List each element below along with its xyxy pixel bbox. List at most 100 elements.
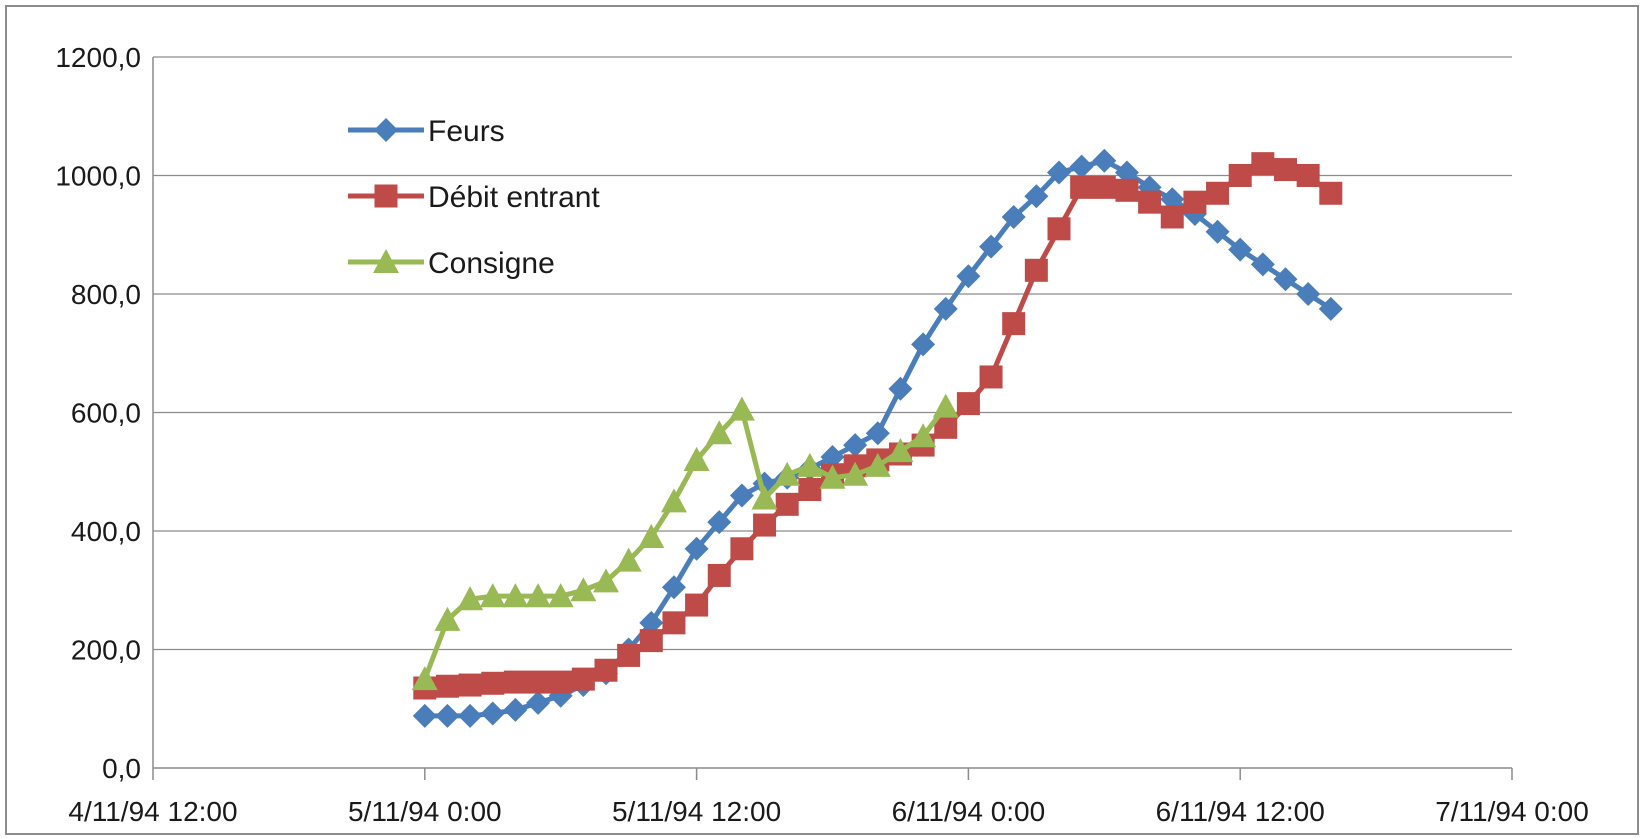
series-triangle	[411, 393, 959, 691]
data-point	[458, 673, 482, 697]
y-tick-label: 200,0	[71, 635, 141, 666]
data-point	[932, 393, 959, 418]
data-point	[1115, 178, 1139, 202]
data-point	[798, 478, 822, 502]
data-point	[525, 583, 552, 608]
data-point	[1001, 204, 1026, 229]
data-point	[458, 703, 483, 728]
data-point	[1114, 160, 1139, 185]
data-point	[457, 586, 484, 611]
data-point	[1069, 154, 1094, 179]
data-point	[571, 667, 595, 691]
data-point	[1092, 175, 1116, 199]
data-point	[1319, 181, 1343, 205]
legend-label: Feurs	[428, 115, 505, 148]
data-point	[730, 537, 754, 561]
data-point	[1002, 312, 1026, 336]
gridlines	[153, 56, 1512, 651]
data-point	[1070, 175, 1094, 199]
data-point	[435, 703, 460, 728]
data-point	[775, 492, 799, 516]
y-tick-label: 1000,0	[55, 161, 141, 192]
x-tick-label: 6/11/94 0:00	[892, 796, 1046, 827]
data-point	[887, 438, 914, 463]
data-point	[1206, 181, 1230, 205]
data-point	[864, 452, 891, 477]
data-point	[617, 643, 641, 667]
data-point	[842, 461, 869, 486]
data-point	[1138, 190, 1162, 214]
data-point	[435, 674, 459, 698]
data-point	[1251, 152, 1275, 176]
data-point	[774, 461, 801, 486]
data-point	[547, 583, 574, 608]
data-point	[1296, 282, 1321, 306]
data-point	[796, 452, 823, 477]
data-point	[1160, 205, 1184, 229]
data-point	[1047, 217, 1071, 241]
data-point	[412, 703, 437, 728]
data-point	[706, 420, 733, 445]
data-point	[411, 666, 438, 691]
y-tick-label: 600,0	[71, 398, 141, 429]
legend-marker	[374, 118, 398, 142]
data-point	[1318, 296, 1343, 321]
data-point	[888, 376, 913, 401]
data-point	[1047, 160, 1071, 185]
data-point	[753, 513, 777, 537]
x-tick-label: 5/11/94 12:00	[612, 796, 781, 827]
legend: Feurs Débit entrant Consigne	[348, 115, 600, 280]
data-point	[1024, 258, 1048, 282]
data-point	[933, 296, 958, 321]
data-point	[819, 464, 846, 489]
series-layer	[411, 148, 1343, 728]
legend-marker	[373, 249, 399, 274]
data-point	[661, 575, 686, 600]
data-point	[1024, 184, 1049, 209]
data-point	[593, 568, 619, 593]
data-point	[685, 593, 709, 617]
legend-label: Débit entrant	[428, 181, 600, 214]
x-tick-label: 5/11/94 0:00	[348, 796, 502, 827]
data-point	[1273, 267, 1298, 292]
data-point	[1274, 158, 1297, 182]
data-point	[502, 583, 529, 608]
data-point	[707, 510, 732, 535]
legend-item: Feurs	[348, 115, 505, 148]
data-point	[662, 611, 686, 635]
data-point	[979, 365, 1003, 389]
data-point	[865, 421, 890, 446]
data-point	[1160, 187, 1185, 212]
data-point	[639, 629, 663, 653]
data-point	[728, 396, 755, 421]
data-point	[684, 536, 709, 561]
data-point	[979, 234, 1004, 259]
data-point	[1092, 148, 1117, 173]
y-tick-label: 0,0	[102, 753, 141, 784]
data-point	[1228, 164, 1252, 187]
legend-item: Consigne	[348, 247, 555, 280]
data-point	[934, 415, 958, 439]
data-point	[729, 483, 754, 508]
data-point	[503, 697, 528, 722]
x-tick-label: 7/11/94 0:00	[1435, 796, 1589, 827]
data-point	[1250, 252, 1275, 277]
legend-label: Consigne	[428, 247, 555, 280]
legend-item: Débit entrant	[348, 181, 600, 214]
data-point	[910, 423, 937, 448]
data-point	[526, 690, 551, 715]
legend-marker	[374, 184, 398, 208]
data-point	[526, 670, 550, 694]
data-point	[434, 606, 461, 631]
data-point	[480, 701, 505, 726]
data-point	[1228, 237, 1253, 262]
data-point	[615, 547, 642, 572]
data-point	[570, 577, 597, 602]
data-point	[843, 433, 868, 458]
x-tick-label: 4/11/94 12:00	[68, 796, 237, 827]
data-point	[683, 446, 710, 471]
chart-frame	[5, 5, 1639, 835]
data-point	[660, 488, 687, 513]
data-point	[911, 332, 936, 357]
